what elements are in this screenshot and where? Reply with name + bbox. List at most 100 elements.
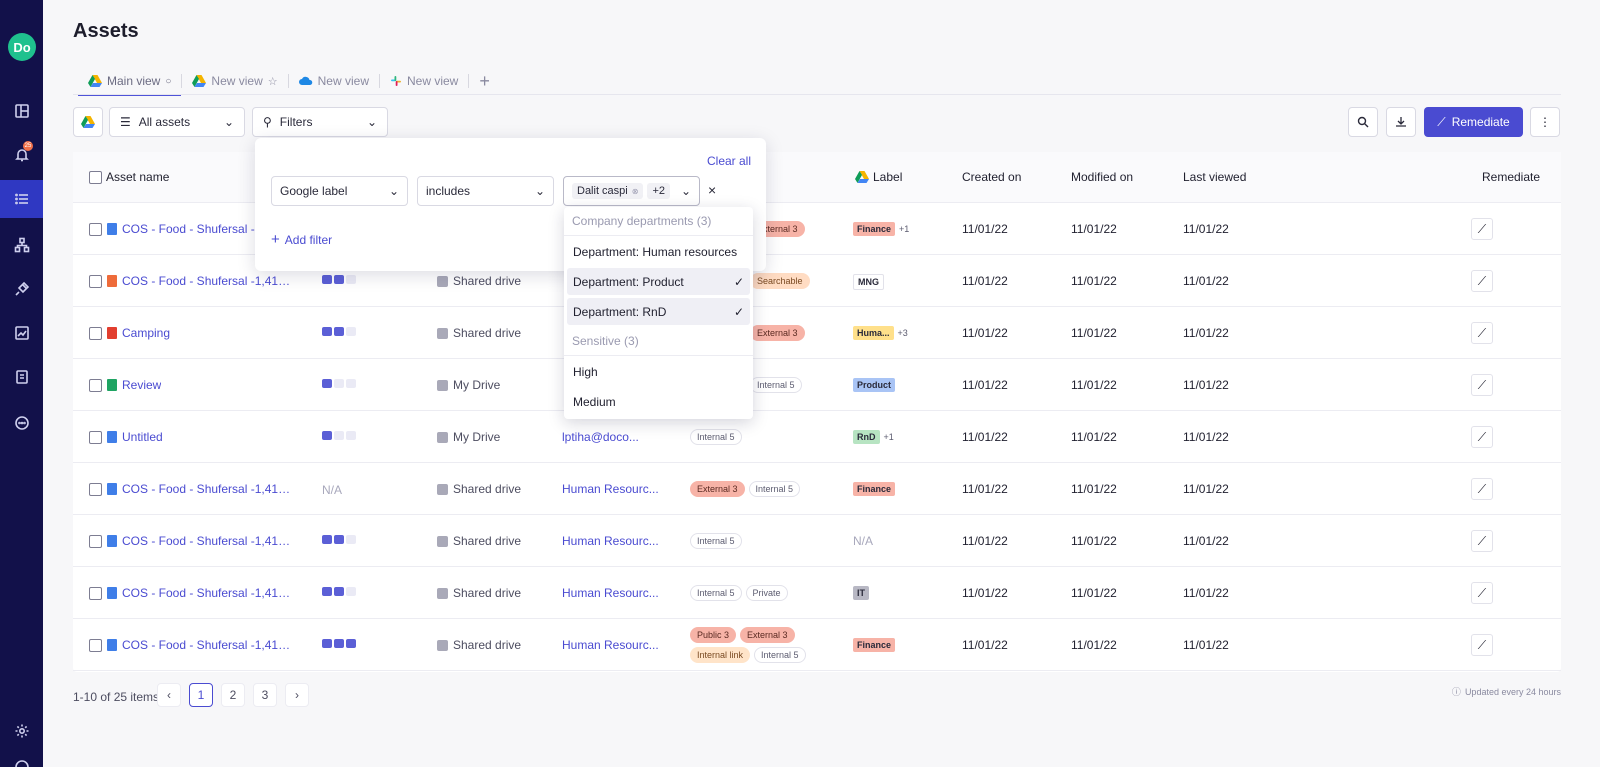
- remediate-icon[interactable]: ⟋: [1471, 218, 1493, 240]
- header-asset-name[interactable]: Asset name: [89, 170, 169, 184]
- asset-name-link[interactable]: COS - Food - Shufersal -1,416.76...: [122, 482, 292, 496]
- more-nav-icon[interactable]: [0, 404, 43, 442]
- owner-link[interactable]: Human Resourc...: [562, 638, 659, 652]
- dropdown-option[interactable]: High: [567, 358, 750, 385]
- row-checkbox[interactable]: [89, 222, 102, 236]
- dropdown-option[interactable]: Department: Human resources: [567, 238, 750, 265]
- page-3-button[interactable]: 3: [253, 683, 277, 707]
- sensitivity-bar: [334, 587, 344, 596]
- row-checkbox[interactable]: [89, 378, 102, 392]
- label-chip: IT: [853, 586, 869, 600]
- date-viewed: 11/01/22: [1183, 638, 1229, 652]
- filter-field-select[interactable]: Google label ⌄: [271, 176, 408, 206]
- row-checkbox[interactable]: [89, 482, 102, 496]
- remediate-icon[interactable]: ⟋: [1471, 634, 1493, 656]
- header-label: Modified on: [1071, 170, 1134, 184]
- page-1-button[interactable]: 1: [189, 683, 213, 707]
- sensitivity-meter: [322, 535, 356, 544]
- owner-cell: Human Resourc...: [562, 482, 659, 496]
- more-options-button[interactable]: ⋮: [1530, 107, 1560, 137]
- asset-name-link[interactable]: COS - Food - Shufersal -1,416.76...: [122, 274, 292, 288]
- filter-field-value: Google label: [280, 184, 348, 198]
- filter-operator-select[interactable]: includes ⌄: [417, 176, 554, 206]
- sensitivity-meter: [322, 379, 356, 388]
- help-icon[interactable]: [0, 748, 43, 767]
- tab-new-view-slack[interactable]: New view: [380, 68, 468, 94]
- remediate-icon[interactable]: ⟋: [1471, 426, 1493, 448]
- clear-all-link[interactable]: Clear all: [707, 154, 752, 168]
- remediate-icon[interactable]: ⟋: [1471, 582, 1493, 604]
- owner-link[interactable]: lptiha@doco...: [562, 430, 639, 444]
- owner-link[interactable]: Human Resourc...: [562, 586, 659, 600]
- location-text: Shared drive: [453, 534, 522, 548]
- dropdown-option[interactable]: Department: Product ✓: [567, 268, 750, 295]
- tab-new-view-drive[interactable]: New view ☆: [182, 68, 287, 94]
- search-button[interactable]: [1348, 107, 1378, 137]
- dashboard-nav-icon[interactable]: [0, 92, 43, 130]
- label-chip: Huma...: [853, 326, 894, 340]
- remediate-button[interactable]: ⟋ Remediate: [1424, 107, 1523, 137]
- star-icon[interactable]: ☆: [267, 75, 278, 88]
- filters-select[interactable]: ⚲ Filters ⌄: [252, 107, 388, 137]
- remediate-icon[interactable]: ⟋: [1471, 530, 1493, 552]
- header-created-on[interactable]: Created on: [962, 170, 1021, 184]
- settings-icon[interactable]: [0, 712, 43, 750]
- location-text: Shared drive: [453, 586, 522, 600]
- next-page-icon[interactable]: ›: [285, 683, 309, 707]
- tags-cell: External 3 Internal 5: [690, 481, 820, 497]
- source-select-button[interactable]: [73, 107, 103, 137]
- owner-link[interactable]: Human Resourc...: [562, 482, 659, 496]
- row-checkbox[interactable]: [89, 534, 102, 548]
- dropdown-option[interactable]: Department: RnD ✓: [567, 298, 750, 325]
- asset-name-link[interactable]: Untitled: [122, 430, 163, 444]
- add-tab-icon[interactable]: +: [479, 70, 490, 91]
- download-button[interactable]: [1386, 107, 1416, 137]
- row-checkbox[interactable]: [89, 586, 102, 600]
- header-last-viewed[interactable]: Last viewed: [1183, 170, 1246, 184]
- alerts-nav-icon[interactable]: 25: [0, 136, 43, 174]
- owner-link[interactable]: Human Resourc...: [562, 534, 659, 548]
- row-checkbox[interactable]: [89, 326, 102, 340]
- app-logo[interactable]: Do: [8, 33, 36, 61]
- asset-name-link[interactable]: Camping: [122, 326, 171, 340]
- row-checkbox[interactable]: [89, 274, 102, 288]
- row-checkbox[interactable]: [89, 638, 102, 652]
- header-modified-on[interactable]: Modified on: [1071, 170, 1133, 184]
- remediate-icon[interactable]: ⟋: [1471, 478, 1493, 500]
- label-chip: Finance: [853, 222, 896, 236]
- previous-page-icon[interactable]: ‹: [157, 683, 181, 707]
- tab-main-view[interactable]: Main view ○: [78, 68, 182, 96]
- remediate-icon[interactable]: ⟋: [1471, 270, 1493, 292]
- remediate-icon[interactable]: ⟋: [1471, 322, 1493, 344]
- asset-name-link[interactable]: Review: [122, 378, 162, 392]
- add-filter-button[interactable]: + Add filter: [271, 231, 332, 248]
- asset-name-link[interactable]: COS - Food - Shufersal -1,416.76...: [122, 586, 292, 600]
- dropdown-option[interactable]: Medium: [567, 388, 750, 415]
- plus-icon: +: [271, 231, 280, 248]
- filter-value-select[interactable]: Dalit caspi ⊗ +2 ⌄: [563, 176, 700, 206]
- default-view-icon[interactable]: ○: [165, 75, 172, 87]
- sensitivity-cell: [322, 535, 356, 544]
- sensitivity-bar: [334, 535, 344, 544]
- analytics-nav-icon[interactable]: [0, 314, 43, 352]
- asset-name-link[interactable]: COS - Food - Shufersal -1,416.76...: [122, 638, 292, 652]
- row-checkbox[interactable]: [89, 430, 102, 444]
- tab-new-view-onedrive[interactable]: New view: [289, 68, 379, 94]
- header-label-column[interactable]: Label: [855, 170, 902, 184]
- remove-chip-icon[interactable]: ⊗: [631, 186, 639, 196]
- page-2-button[interactable]: 2: [221, 683, 245, 707]
- assets-nav-icon[interactable]: [0, 180, 43, 218]
- remediate-icon[interactable]: ⟋: [1471, 374, 1493, 396]
- select-all-checkbox[interactable]: [89, 170, 102, 184]
- plugins-nav-icon[interactable]: [0, 270, 43, 308]
- owner-cell: Human Resourc...: [562, 534, 659, 548]
- scope-select[interactable]: ☰ All assets ⌄: [109, 107, 245, 137]
- integrations-nav-icon[interactable]: [0, 226, 43, 264]
- label-cell: Finance: [853, 482, 896, 496]
- date-created: 11/01/22: [962, 586, 1008, 600]
- reports-nav-icon[interactable]: [0, 358, 43, 396]
- slack-icon: [391, 76, 401, 86]
- asset-name-link[interactable]: COS - Food - Shufersal -1,416.76...: [122, 534, 292, 548]
- tags-cell: Internal 5: [690, 533, 820, 549]
- remove-filter-icon[interactable]: ×: [708, 182, 717, 198]
